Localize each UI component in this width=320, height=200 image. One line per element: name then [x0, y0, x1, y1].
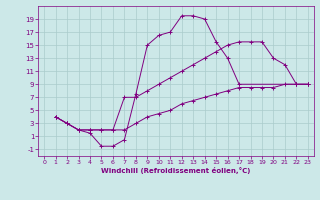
X-axis label: Windchill (Refroidissement éolien,°C): Windchill (Refroidissement éolien,°C): [101, 167, 251, 174]
